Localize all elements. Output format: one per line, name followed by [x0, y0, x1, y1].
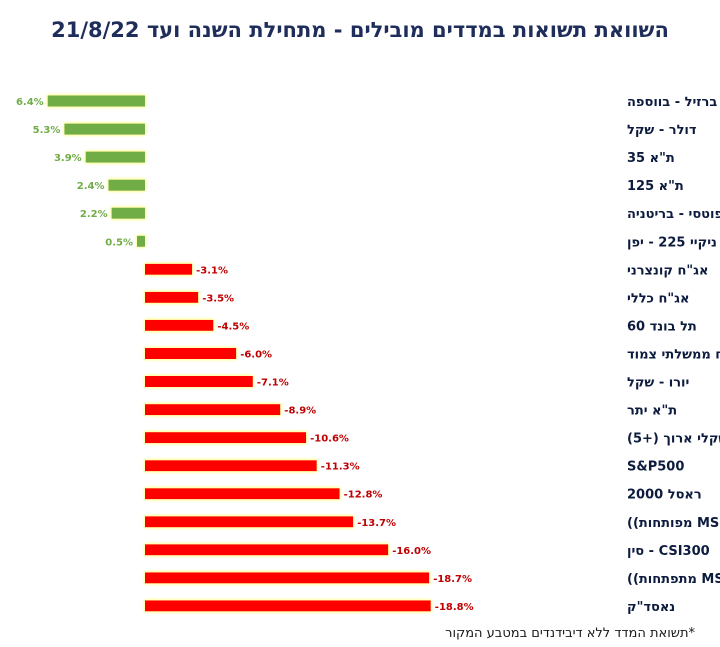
value-label-18: -18.8%	[435, 602, 474, 613]
category-label-11: ת"א יתר	[627, 404, 677, 419]
bar-11	[145, 404, 281, 416]
bar-9	[145, 348, 237, 359]
bar-18	[145, 600, 431, 612]
category-label-5: ניקיי 225 - יפן	[627, 235, 717, 250]
category-label-9: אג"ח ממשלתי צמוד	[627, 348, 720, 363]
category-label-7: אג"ח כללי	[627, 291, 689, 306]
value-label-3: 2.4%	[77, 181, 105, 192]
bar-7	[145, 291, 199, 303]
bar-10	[145, 376, 253, 387]
bar-3	[108, 179, 145, 191]
value-label-8: -4.5%	[217, 321, 249, 332]
category-label-12: אג"ח ממשלתי שקלי ארוך (+5)	[627, 432, 720, 447]
category-label-13: S&P500	[627, 460, 684, 475]
value-label-0: 6.4%	[16, 97, 44, 108]
category-label-8: תל בונד 60	[627, 319, 697, 334]
category-label-14: ראסל 2000	[627, 488, 702, 503]
category-label-3: ת"א 125	[627, 179, 684, 194]
category-label-0: ברזיל - בווספה	[627, 95, 717, 110]
value-label-17: -18.7%	[433, 574, 472, 585]
bar-17	[145, 572, 430, 584]
value-label-5: 0.5%	[105, 237, 133, 248]
value-label-6: -3.1%	[196, 265, 228, 276]
bar-8	[145, 319, 214, 331]
value-label-7: -3.5%	[202, 293, 234, 304]
bar-2	[85, 151, 145, 163]
category-label-17: MSCI EM מתפתחות))	[627, 572, 720, 587]
value-label-15: -13.7%	[357, 518, 396, 529]
footnote: *תשואת המדד ללא דיבידנדים במטבע המקור	[445, 626, 695, 641]
bar-6	[145, 263, 193, 275]
category-label-10: יורו - שקל	[627, 376, 689, 391]
value-label-1: 5.3%	[33, 125, 61, 136]
value-label-16: -16.0%	[392, 546, 431, 557]
category-label-2: ת"א 35	[627, 151, 675, 166]
bar-15	[145, 516, 354, 528]
value-label-10: -7.1%	[257, 378, 289, 389]
bar-13	[145, 460, 317, 472]
bar-14	[145, 488, 340, 500]
bar-4	[111, 207, 145, 219]
value-label-11: -8.9%	[284, 406, 316, 417]
category-label-16: CSI300 - סין	[627, 544, 710, 559]
bar-1	[64, 123, 145, 135]
bar-12	[145, 432, 307, 444]
value-label-4: 2.2%	[80, 209, 108, 220]
value-label-9: -6.0%	[240, 350, 272, 361]
value-label-13: -11.3%	[321, 462, 360, 473]
value-label-2: 3.9%	[54, 153, 82, 164]
category-label-15: MSCI World מפותחות))	[627, 516, 720, 531]
category-label-4: פוטסי - בריטניה	[627, 207, 720, 222]
value-label-14: -12.8%	[344, 490, 383, 501]
bar-16	[145, 544, 389, 556]
chart-title: השוואת תשואות במדדים מובילים - מתחילת הש…	[51, 18, 669, 42]
category-label-6: אג"ח קונצרני	[627, 263, 708, 278]
bar-0	[47, 95, 146, 107]
category-label-18: נאסד"ק	[627, 600, 675, 615]
bars-layer: 6.4% ברזיל - בווספה 5.3% דולר - שקל 3.9% ת"א …	[16, 95, 720, 615]
value-label-12: -10.6%	[310, 434, 349, 445]
category-label-1: דולר - שקל	[627, 123, 697, 138]
bar-5	[137, 235, 145, 247]
